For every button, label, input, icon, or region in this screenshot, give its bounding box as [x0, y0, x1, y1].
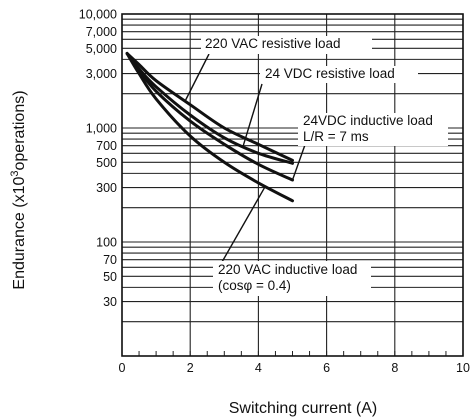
annotations: 220 VAC resistive load 24 VDC resistive l… — [201, 36, 448, 296]
x-axis-title: Switching current (A) — [229, 400, 378, 417]
annotation-text: 220 VAC resistive load — [205, 36, 341, 51]
y-tick-label: 7,000 — [86, 25, 117, 39]
y-tick-label: 100 — [96, 236, 117, 250]
annotation-leader — [184, 53, 210, 102]
series-line — [125, 52, 294, 203]
y-axis-title: Endurance (x103operations) — [9, 90, 28, 289]
y-tick-label: 700 — [96, 139, 117, 153]
y-axis-title-superscript: 3 — [9, 170, 21, 176]
annotation-background — [298, 113, 448, 146]
series-line — [125, 52, 294, 182]
y-tick-label: 70 — [103, 253, 117, 267]
annotation-text: 24VDC inductive load — [303, 113, 433, 128]
annotation-leaders — [184, 53, 307, 263]
series-curves — [125, 52, 294, 203]
annotation-background — [213, 261, 371, 296]
y-tick-label: 5,000 — [86, 42, 117, 56]
annotation-text: 24 VDC resistive load — [265, 66, 395, 81]
x-tick-label: 0 — [119, 361, 126, 375]
x-tick-label: 2 — [187, 361, 194, 375]
x-tick-label: 8 — [391, 361, 398, 375]
x-tick-label: 6 — [323, 361, 330, 375]
annotation-leader — [221, 186, 266, 263]
annotation-leader — [242, 83, 263, 147]
y-tick-label: 1,000 — [86, 122, 117, 136]
x-tick-label: 4 — [255, 361, 262, 375]
plot-frame — [121, 13, 464, 357]
y-tick-label: 50 — [103, 270, 117, 284]
annotation-background — [201, 36, 372, 54]
y-tick-label: 30 — [103, 295, 117, 309]
y-tick-labels: 10,000 7,000 5,000 3,000 1,000 700 500 300 100 70… — [79, 8, 117, 310]
annotation-leader — [291, 141, 307, 181]
annotation-text: L/R = 7 ms — [303, 129, 369, 144]
y-axis-title-tail: operations) — [11, 90, 28, 170]
annotation-text: 220 VAC inductive load — [218, 262, 357, 277]
annotation-background — [260, 66, 418, 83]
y-tick-label: 500 — [96, 156, 117, 170]
annotation-text: (cosφ = 0.4) — [218, 278, 291, 293]
series-line — [125, 52, 294, 162]
y-axis-title-main: Endurance (x10 — [11, 177, 28, 290]
y-tick-label: 3,000 — [86, 67, 117, 81]
y-tick-label: 300 — [96, 181, 117, 195]
x-tick-labels: 0 2 4 6 8 10 — [119, 361, 470, 375]
x-tick-label: 10 — [456, 361, 470, 375]
y-tick-label: 10,000 — [79, 8, 117, 22]
